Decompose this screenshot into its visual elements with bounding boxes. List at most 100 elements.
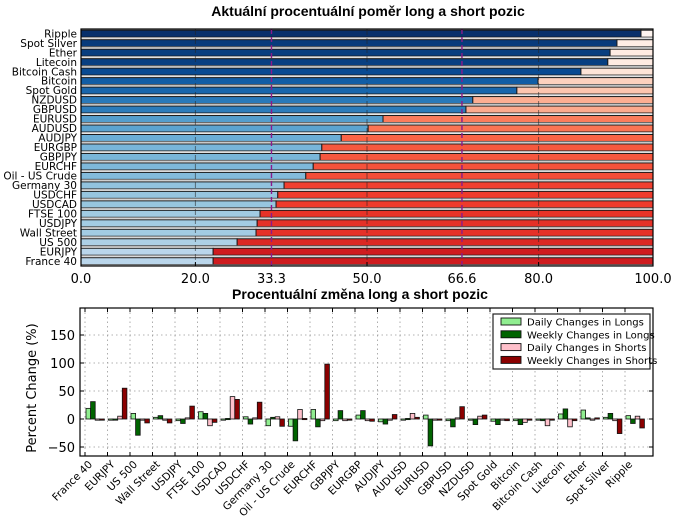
bar-daily-changes-in-shorts <box>297 409 303 420</box>
bar-daily-changes-in-longs <box>625 415 631 420</box>
short-bar <box>340 133 654 142</box>
bar-weekly-changes-in-longs <box>450 418 456 428</box>
bar-daily-changes-in-shorts <box>364 418 371 422</box>
long-bar <box>80 181 285 190</box>
bar-weekly-changes-in-shorts <box>616 418 623 434</box>
y-tick-label: 50 <box>58 385 75 400</box>
bar-daily-changes-in-longs <box>333 418 339 422</box>
legend-swatch <box>500 330 522 339</box>
y-category-label: GBPJPY <box>40 152 78 164</box>
y-tick-label: 0 <box>67 413 75 428</box>
bar-daily-changes-in-shorts <box>432 418 438 421</box>
long-bar <box>80 39 618 48</box>
short-bar <box>616 39 654 48</box>
y-category-label: France 40 <box>25 256 77 268</box>
long-bar <box>80 96 474 105</box>
long-bar <box>80 152 321 161</box>
y-category-label: Wall Street <box>20 227 77 239</box>
short-bar <box>319 152 654 161</box>
bar-daily-changes-in-longs <box>220 418 226 421</box>
bar-daily-changes-in-longs <box>535 418 541 421</box>
long-bar <box>80 228 257 237</box>
short-bar <box>537 77 654 86</box>
long-bar <box>80 48 611 57</box>
bar-weekly-changes-in-longs <box>517 418 524 425</box>
short-bar <box>580 67 654 76</box>
x-tick-label: 100.0 <box>634 272 671 287</box>
bar-weekly-changes-in-longs <box>247 418 254 425</box>
bar-daily-changes-in-shorts <box>522 418 528 423</box>
bar-weekly-changes-in-longs <box>337 410 344 420</box>
y-tick-label: 100 <box>50 357 75 372</box>
bar-weekly-changes-in-longs <box>405 418 411 421</box>
y-category-label: Oil - US Crude <box>3 171 77 183</box>
bar-daily-changes-in-shorts <box>162 418 168 421</box>
bar-weekly-changes-in-shorts <box>324 363 330 420</box>
short-bar <box>321 143 654 152</box>
bar-weekly-changes-in-longs <box>360 410 366 420</box>
bar-daily-changes-in-longs <box>265 418 271 427</box>
long-bar <box>80 133 342 142</box>
y-category-label: USDCHF <box>33 190 77 202</box>
y-category-label: EURJPY <box>40 246 78 258</box>
row-separator <box>81 207 653 210</box>
bar-daily-changes-in-longs <box>580 409 586 420</box>
legend-swatch <box>500 343 522 352</box>
bar-daily-changes-in-shorts <box>387 418 393 421</box>
y-tick-label: −50 <box>48 441 75 456</box>
short-bar <box>382 115 654 123</box>
bar-daily-changes-in-shorts <box>252 417 258 420</box>
y-category-label: Litecoin <box>36 57 77 69</box>
bar-weekly-changes-in-longs <box>157 415 164 420</box>
bar-daily-changes-in-longs <box>310 409 316 420</box>
bar-weekly-changes-in-shorts <box>346 418 353 421</box>
legend-label: Weekly Changes in Shorts <box>527 356 657 367</box>
reference-line-label: 66.6 <box>447 272 476 287</box>
row-separator <box>81 217 653 219</box>
y-category-label: USDJPY <box>39 218 78 230</box>
long-bar <box>80 67 582 76</box>
bar-daily-changes-in-shorts <box>94 418 101 421</box>
bar-daily-changes-in-shorts <box>589 418 596 421</box>
x-tick-label: 50.0 <box>353 272 382 287</box>
y-category-label: GBPUSD <box>33 104 77 116</box>
bar-weekly-changes-in-shorts <box>256 401 263 420</box>
bar-weekly-changes-in-longs <box>495 418 501 425</box>
short-bar <box>472 96 654 105</box>
bar-weekly-changes-in-shorts <box>459 406 465 420</box>
bar-daily-changes-in-shorts <box>454 417 461 420</box>
bar-daily-changes-in-shorts <box>319 418 326 422</box>
short-bar <box>212 257 654 266</box>
short-bar <box>465 105 654 114</box>
bar-weekly-changes-in-longs <box>90 401 96 420</box>
short-bar <box>236 238 654 247</box>
y-category-label: Ether <box>49 47 78 59</box>
long-bar <box>80 162 314 171</box>
bar-weekly-changes-in-longs <box>540 418 546 422</box>
y-category-label: Bitcoin <box>41 76 77 88</box>
bar-weekly-changes-in-shorts <box>391 414 398 420</box>
bar-daily-changes-in-longs <box>513 418 519 422</box>
row-separator <box>81 179 653 181</box>
bar-weekly-changes-in-shorts <box>211 418 218 423</box>
short-bar <box>255 228 654 237</box>
bar-daily-changes-in-shorts <box>184 417 191 420</box>
bar-daily-changes-in-longs <box>490 418 496 422</box>
long-bar <box>80 58 609 67</box>
bar-daily-changes-in-longs <box>198 411 204 420</box>
short-bar <box>367 124 654 133</box>
bar-weekly-changes-in-longs <box>180 418 186 424</box>
y-category-label: Spot Gold <box>26 85 77 97</box>
bar-daily-changes-in-shorts <box>274 416 281 420</box>
bar-daily-changes-in-longs <box>558 413 564 420</box>
legend-swatch <box>500 317 522 326</box>
y-category-label: FTSE 100 <box>28 208 77 220</box>
bar-weekly-changes-in-shorts <box>639 418 645 429</box>
bar-daily-changes-in-shorts <box>477 415 483 420</box>
short-bar <box>283 181 654 190</box>
long-bar <box>80 105 467 114</box>
long-bar <box>80 29 642 38</box>
bar-weekly-changes-in-shorts <box>166 418 173 424</box>
